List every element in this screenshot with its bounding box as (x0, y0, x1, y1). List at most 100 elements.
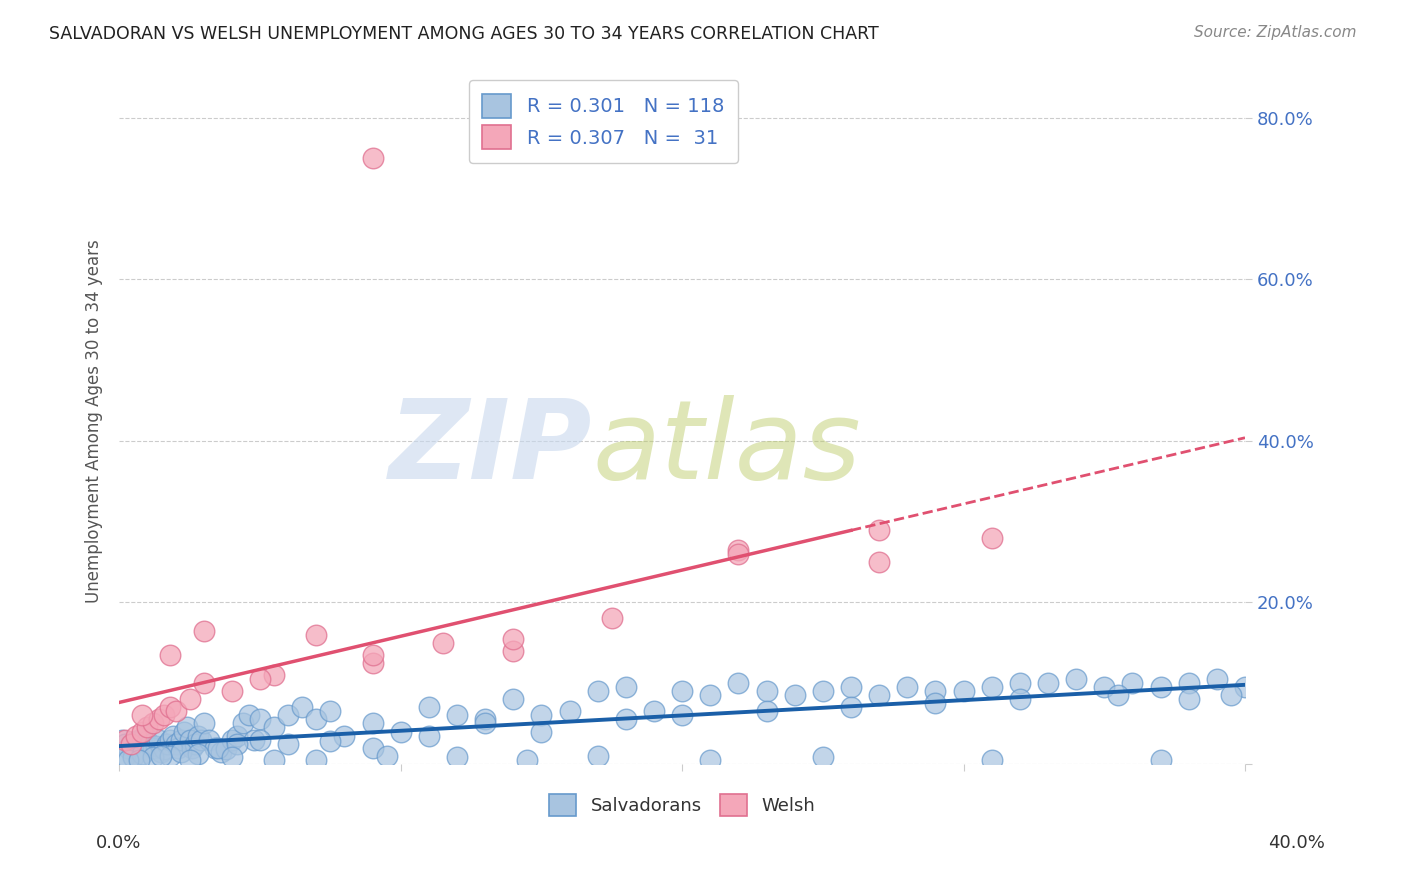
Point (980, 753, 1002, 767)
Point (187, 729, 209, 743)
Point (868, 523, 890, 537)
Point (159, 700, 181, 714)
Point (755, 704, 778, 718)
Point (249, 672, 271, 686)
Point (586, 684, 609, 698)
Point (924, 684, 946, 698)
Point (128, 732, 150, 747)
Point (1219, 688, 1241, 702)
Text: 40.0%: 40.0% (1268, 834, 1324, 852)
Legend: Salvadorans, Welsh: Salvadorans, Welsh (541, 787, 823, 823)
Point (215, 742, 238, 756)
Point (530, 724, 553, 739)
Point (136, 734, 159, 748)
Point (142, 716, 165, 731)
Point (179, 732, 201, 747)
Point (727, 542, 749, 557)
Point (699, 688, 721, 702)
Point (361, 740, 384, 755)
Point (868, 688, 890, 702)
Point (198, 732, 221, 747)
Text: Source: ZipAtlas.com: Source: ZipAtlas.com (1194, 25, 1357, 40)
Point (291, 700, 314, 714)
Point (277, 708, 299, 723)
Point (114, 737, 136, 751)
Point (111, 732, 134, 747)
Point (839, 680, 862, 694)
Point (243, 732, 266, 747)
Point (165, 737, 187, 751)
Point (600, 611, 623, 625)
Point (170, 745, 193, 759)
Point (117, 753, 139, 767)
Point (221, 732, 243, 747)
Point (1205, 672, 1227, 686)
Point (1121, 676, 1143, 690)
Point (375, 748, 398, 763)
Point (516, 753, 538, 767)
Point (136, 721, 159, 735)
Point (125, 729, 148, 743)
Point (1107, 688, 1129, 702)
Point (319, 704, 342, 718)
Point (184, 737, 207, 751)
Point (131, 708, 153, 723)
Point (699, 753, 721, 767)
Point (502, 692, 524, 706)
Point (305, 627, 328, 641)
Point (122, 750, 145, 764)
Point (1177, 692, 1199, 706)
Point (179, 753, 201, 767)
Point (586, 748, 609, 763)
Point (176, 721, 198, 735)
Point (1177, 676, 1199, 690)
Point (131, 731, 153, 745)
Text: ZIP: ZIP (388, 394, 592, 501)
Point (139, 737, 162, 751)
Point (502, 632, 524, 646)
Point (1036, 676, 1059, 690)
Point (114, 748, 136, 763)
Point (446, 708, 468, 723)
Point (114, 732, 136, 747)
Point (249, 732, 271, 747)
Point (148, 732, 170, 747)
Point (204, 740, 226, 755)
Point (502, 644, 524, 658)
Point (187, 747, 209, 761)
Point (614, 713, 637, 727)
Point (614, 680, 637, 694)
Point (122, 737, 145, 751)
Point (134, 729, 156, 743)
Point (150, 745, 173, 759)
Y-axis label: Unemployment Among Ages 30 to 34 years: Unemployment Among Ages 30 to 34 years (86, 239, 103, 602)
Point (117, 740, 139, 755)
Point (150, 748, 173, 763)
Point (319, 734, 342, 748)
Point (643, 704, 665, 718)
Point (1064, 672, 1087, 686)
Point (170, 732, 193, 747)
Point (558, 704, 581, 718)
Point (263, 668, 285, 682)
Point (263, 721, 285, 735)
Text: atlas: atlas (592, 394, 860, 501)
Point (896, 680, 918, 694)
Point (1092, 680, 1115, 694)
Point (125, 734, 148, 748)
Point (193, 716, 215, 731)
Point (167, 740, 190, 755)
Point (173, 724, 195, 739)
Point (162, 729, 184, 743)
Point (1149, 753, 1171, 767)
Point (361, 656, 384, 670)
Point (361, 648, 384, 662)
Point (128, 753, 150, 767)
Point (120, 739, 142, 753)
Point (226, 737, 249, 751)
Point (432, 636, 454, 650)
Point (221, 684, 243, 698)
Point (153, 708, 176, 723)
Point (1233, 680, 1256, 694)
Point (952, 684, 974, 698)
